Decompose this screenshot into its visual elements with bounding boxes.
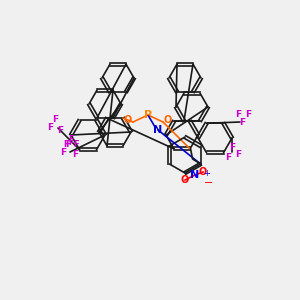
Text: F: F: [235, 150, 241, 159]
Text: F: F: [225, 153, 231, 162]
Text: +: +: [204, 169, 210, 178]
Text: O: O: [199, 167, 207, 177]
Text: O: O: [124, 115, 132, 125]
Text: F: F: [229, 143, 235, 152]
Text: F: F: [245, 110, 251, 119]
Text: F: F: [60, 148, 66, 157]
Text: F: F: [72, 150, 78, 159]
Text: P: P: [144, 110, 152, 120]
Text: F: F: [68, 140, 73, 146]
Text: F: F: [47, 123, 53, 132]
Text: F: F: [57, 126, 63, 135]
Text: F: F: [65, 140, 71, 149]
Text: F: F: [73, 140, 79, 149]
Text: F: F: [63, 140, 69, 149]
Text: F: F: [52, 115, 58, 124]
Text: O: O: [164, 115, 172, 125]
Text: −: −: [204, 178, 214, 188]
Text: F: F: [239, 118, 245, 127]
Text: F: F: [68, 135, 74, 144]
Text: N: N: [153, 125, 163, 135]
Text: O: O: [181, 175, 189, 185]
Text: N: N: [190, 170, 200, 180]
Text: F: F: [235, 110, 241, 119]
